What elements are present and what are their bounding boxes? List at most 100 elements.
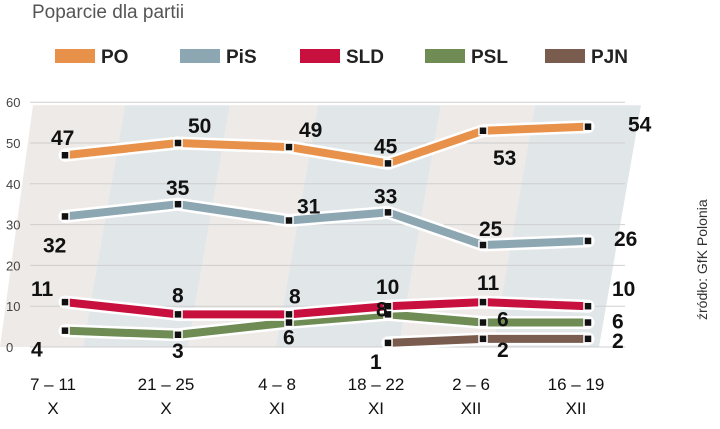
marker-sld [284, 309, 294, 320]
marker-pis [478, 240, 488, 250]
data-markers [60, 121, 593, 348]
x-category: 18 – 22 XI [348, 375, 405, 418]
data-label-pis: 25 [479, 218, 503, 241]
legend-item-sld: SLD [300, 47, 384, 68]
data-label-psl: 3 [172, 340, 184, 363]
chart-title: Poparcie dla partii [32, 2, 185, 23]
x-tick-label-month: XI [269, 399, 285, 418]
marker-sld [478, 297, 488, 307]
marker-psl [383, 309, 393, 320]
marker-pis [60, 211, 70, 222]
series-line-psl [61, 310, 592, 339]
marker-pis [583, 236, 593, 246]
series-line-sld [61, 298, 592, 319]
data-label-pjn: 2 [612, 330, 624, 353]
marker-psl [478, 317, 488, 328]
legend-item-po: PO [55, 47, 128, 68]
background-panel [399, 105, 535, 347]
legend-swatch [545, 49, 585, 63]
legend-label: SLD [346, 47, 384, 68]
x-tick-label-month: XI [368, 399, 384, 418]
marker-pjn [383, 338, 393, 348]
data-label-pis: 35 [166, 177, 190, 200]
y-tick-label: 0 [6, 340, 13, 355]
marker-po [583, 121, 593, 132]
y-axis: 0 10 20 30 40 50 60 [6, 95, 20, 355]
data-label-psl: 8 [376, 298, 388, 321]
data-label-pis: 26 [614, 228, 637, 251]
data-label-sld: 8 [172, 284, 184, 307]
data-label-pjn: 1 [370, 351, 382, 374]
marker-psl [583, 317, 593, 328]
x-tick-label-days: 2 – 6 [452, 375, 490, 394]
legend-swatch [425, 49, 465, 63]
data-label-sld: 10 [612, 278, 635, 301]
marker-po [383, 158, 393, 169]
y-tick-label: 40 [6, 177, 20, 192]
x-tick-label-month: X [47, 399, 58, 418]
data-label-sld: 10 [376, 276, 399, 299]
x-category: 2 – 6 XII [452, 375, 490, 418]
data-label-sld: 11 [477, 272, 500, 295]
series-line-po [61, 122, 592, 168]
marker-po [478, 126, 488, 136]
y-tick-label: 30 [6, 218, 20, 233]
x-category: 4 – 8 XI [258, 375, 296, 418]
y-tick-label: 10 [6, 299, 20, 314]
data-label-po: 45 [374, 135, 398, 158]
legend-item-pjn: PJN [545, 47, 628, 68]
data-label-po: 54 [628, 114, 652, 137]
series-line-pjn [384, 334, 592, 347]
marker-sld [60, 297, 70, 307]
x-tick-label-month: XII [461, 399, 482, 418]
x-tick-label-month: X [160, 399, 171, 418]
marker-po [173, 138, 183, 148]
legend-swatch [300, 49, 340, 63]
y-tick-label: 20 [6, 258, 20, 273]
background-panel [493, 105, 641, 347]
background-panel [0, 105, 125, 347]
data-label-psl: 6 [283, 327, 295, 350]
marker-psl [60, 325, 70, 336]
x-tick-label-month: XII [566, 399, 587, 418]
marker-psl [173, 330, 183, 340]
legend-swatch [180, 49, 220, 63]
data-label-psl: 6 [497, 309, 509, 332]
data-label-sld: 11 [31, 278, 54, 301]
series-line-pis [61, 200, 592, 249]
x-category: 21 – 25 X [138, 375, 195, 418]
y-tick-label: 50 [6, 136, 20, 151]
data-label-po: 49 [299, 119, 322, 142]
legend-label: PSL [471, 47, 508, 68]
x-tick-label-days: 4 – 8 [258, 375, 296, 394]
background-panel [83, 105, 230, 347]
x-tick-label-days: 21 – 25 [138, 375, 195, 394]
marker-psl [284, 317, 294, 328]
data-label-po: 50 [188, 115, 211, 138]
data-label-pis: 32 [43, 234, 66, 257]
data-label-pis: 33 [374, 185, 397, 208]
x-tick-label-days: 16 – 19 [548, 375, 605, 394]
legend-item-pis: PiS [180, 47, 257, 68]
marker-po [60, 150, 70, 160]
marker-sld [583, 301, 593, 311]
x-tick-label-days: 7 – 11 [30, 375, 76, 394]
data-label-pis: 31 [297, 196, 321, 219]
marker-po [284, 142, 294, 152]
legend-label: PiS [226, 47, 257, 68]
legend-label: PO [101, 47, 128, 68]
marker-pis [383, 207, 393, 218]
data-label-pjn: 2 [497, 339, 509, 362]
legend-swatch [55, 49, 95, 63]
x-category: 16 – 19 XII [548, 375, 605, 418]
x-tick-label-days: 18 – 22 [348, 375, 405, 394]
marker-pis [284, 215, 294, 226]
marker-pjn [583, 334, 593, 344]
x-category: 7 – 11 X [30, 375, 76, 418]
legend: PO PiS SLD PSL PJN [55, 47, 628, 68]
data-label-sld: 8 [289, 285, 301, 308]
background-panel [188, 105, 318, 347]
data-label-psl: 4 [31, 339, 43, 362]
